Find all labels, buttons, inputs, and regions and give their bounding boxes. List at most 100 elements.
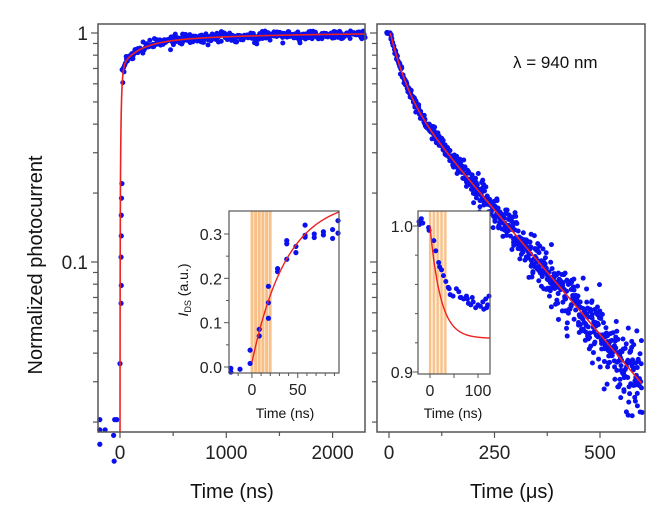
right-x-axis-title-unit: μs (526, 481, 548, 503)
data-point (549, 266, 555, 272)
x-tick-label: 0 (384, 443, 395, 464)
inset-data-point (446, 286, 452, 292)
data-point (528, 244, 534, 250)
data-point (102, 427, 108, 433)
data-point (513, 213, 519, 219)
data-point (520, 230, 526, 236)
data-point (587, 330, 593, 336)
data-point (638, 361, 644, 367)
data-point (473, 195, 479, 201)
data-point (637, 351, 643, 357)
data-point (536, 278, 542, 284)
data-point (589, 312, 595, 318)
right-inset-data-points (416, 216, 492, 312)
data-point (597, 282, 603, 288)
data-point (536, 250, 542, 256)
right-x-axis-title-suffix: ) (547, 481, 554, 503)
data-point (548, 259, 554, 265)
data-point (473, 175, 479, 181)
data-point (638, 338, 644, 344)
y-axis-title: Normalized photocurrent (25, 155, 47, 374)
inset-x-tick-label: 0 (426, 383, 435, 400)
pulse-bar (436, 211, 439, 374)
data-point (571, 316, 577, 322)
data-point (454, 153, 460, 159)
pulse-bar (257, 211, 261, 373)
inset-data-point (456, 289, 462, 295)
data-point (594, 304, 600, 310)
x-tick-label: 1000 (205, 443, 247, 464)
data-point (514, 221, 520, 227)
inset-data-point (247, 347, 253, 353)
data-point (555, 316, 561, 322)
right-x-axis-title-prefix: Time ( (470, 481, 526, 503)
data-point (432, 124, 438, 130)
data-point (571, 287, 577, 293)
inset-x-tick-label: 50 (289, 382, 307, 399)
data-point (603, 325, 609, 331)
right-panel: 0 250 500 λ = 940 nm Time (μs) 0.9 1.0 0 100… (370, 23, 646, 503)
data-point (555, 291, 561, 297)
pulse-bar (432, 211, 435, 374)
data-point (118, 212, 124, 218)
data-point (577, 322, 583, 328)
x-tick-label: 2000 (311, 443, 353, 464)
wavelength-annotation: λ = 940 nm (513, 53, 598, 72)
inset-data-point (470, 299, 476, 305)
data-point (609, 353, 615, 359)
data-point (601, 386, 607, 392)
inset-data-point (469, 295, 475, 301)
data-point (584, 299, 590, 305)
data-point (607, 359, 613, 365)
data-point (580, 275, 586, 281)
data-point (494, 198, 500, 204)
pulse-bar (428, 211, 432, 374)
inset-data-point (420, 220, 426, 226)
data-point (490, 225, 496, 231)
right-inset-y-ticks: 0.9 1.0 (391, 219, 418, 382)
data-point (598, 315, 604, 321)
data-point (604, 381, 610, 387)
inset-data-point (439, 267, 445, 273)
inset-data-point (329, 235, 336, 242)
data-point (512, 210, 518, 216)
inset-y-tick-label: 0.2 (200, 271, 222, 288)
left-inset-frame (228, 210, 340, 374)
inset-data-point (483, 296, 489, 302)
right-fit-line (389, 32, 643, 385)
y-tick-label: 0.1 (62, 253, 88, 274)
inset-data-point (485, 302, 491, 308)
data-point (625, 325, 631, 331)
y-tick-label: 1 (77, 24, 88, 45)
left-fit-line (119, 33, 365, 433)
data-point (471, 200, 477, 206)
data-point (546, 293, 552, 299)
inset-data-point (440, 273, 446, 279)
left-x-ticks: 0 1000 2000 (115, 432, 354, 464)
data-point (97, 441, 103, 447)
data-point (564, 320, 570, 326)
right-inset-x-ticks: 0 100 (426, 374, 491, 400)
left-inset: 0.0 0.1 0.2 0.3 0 50 Time (ns) IDS (a.u.) (175, 210, 341, 421)
data-point (615, 336, 621, 342)
data-point (634, 328, 640, 334)
left-inset-x-ticks: 0 50 (237, 373, 335, 399)
data-point (638, 385, 644, 391)
data-point (475, 171, 481, 177)
data-point (254, 41, 260, 47)
data-point (634, 365, 640, 371)
data-point (590, 350, 596, 356)
data-point (631, 342, 637, 348)
data-point (234, 39, 240, 45)
left-inset-background (229, 211, 339, 373)
data-point (537, 243, 543, 249)
data-point (596, 356, 602, 362)
data-point (347, 35, 353, 41)
data-point (639, 409, 645, 415)
data-point (573, 307, 579, 313)
data-point (632, 398, 638, 404)
data-point (480, 177, 486, 183)
data-point (542, 255, 548, 261)
pulse-bar (261, 211, 265, 373)
